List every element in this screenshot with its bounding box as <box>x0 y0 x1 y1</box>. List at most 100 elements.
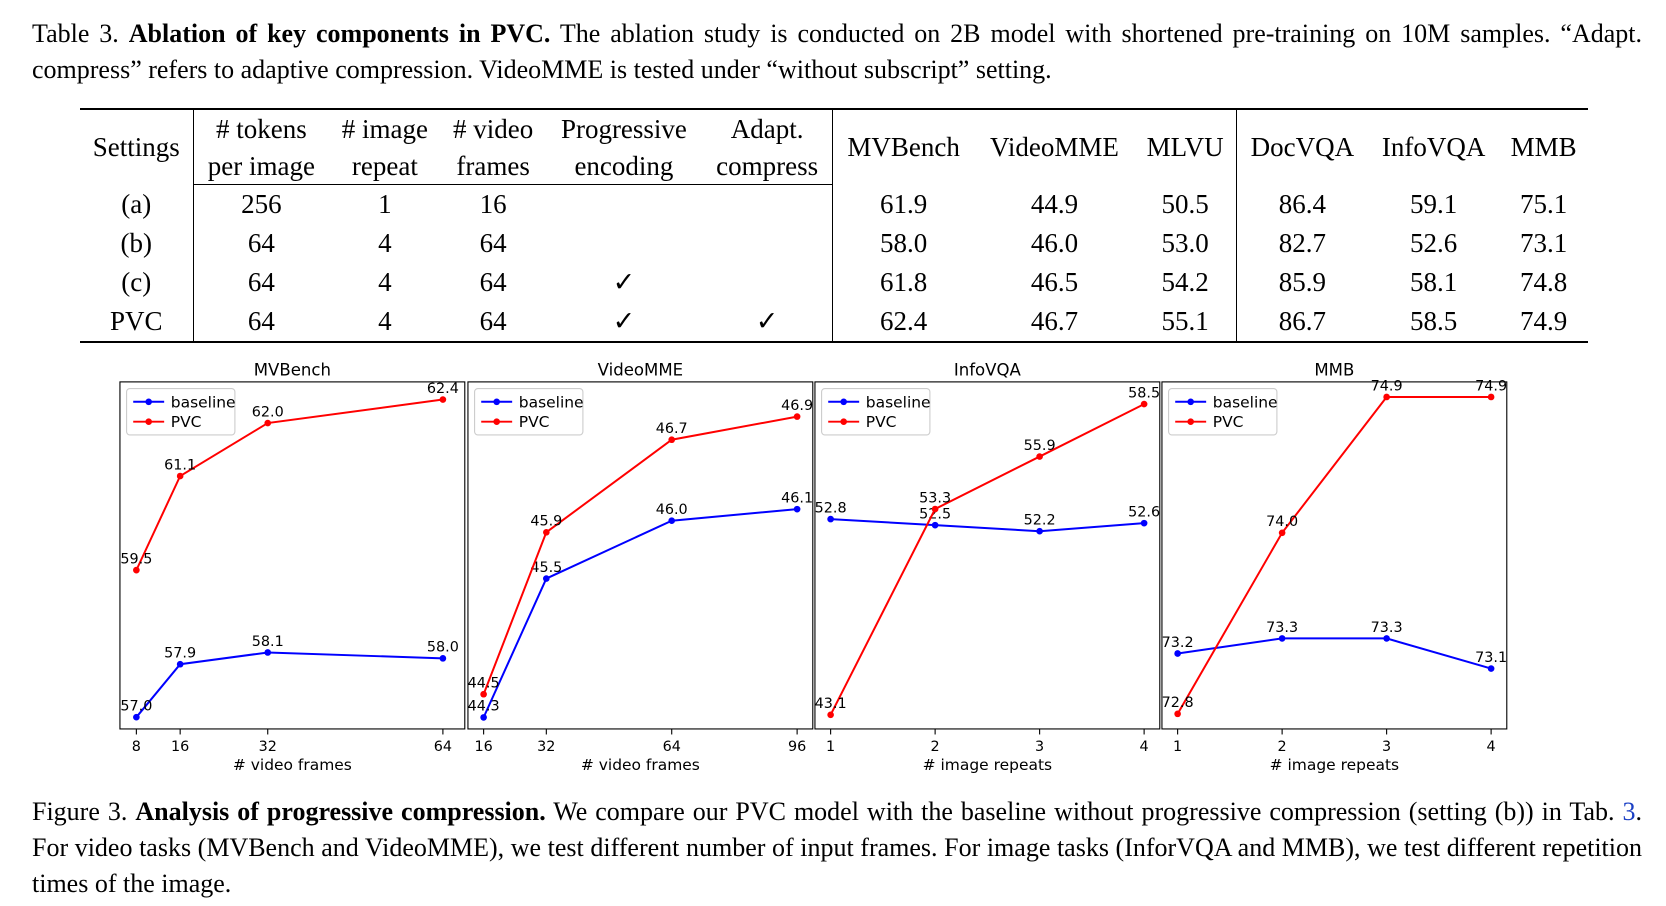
data-label: 45.9 <box>530 514 562 530</box>
cell-mmb: 74.8 <box>1520 267 1568 297</box>
data-label: 46.7 <box>656 421 688 437</box>
data-label: 73.2 <box>1162 635 1194 651</box>
cell-infovqa: 52.6 <box>1410 228 1458 258</box>
data-label: 44.3 <box>468 699 500 715</box>
data-label: 57.9 <box>164 646 196 662</box>
chart-title: InfoVQA <box>954 360 1022 379</box>
cell-mmb: 75.1 <box>1520 188 1568 219</box>
cell-mmb: 74.9 <box>1499 302 1588 343</box>
header-settings: Settings <box>80 108 194 185</box>
cell-progressive: ✓ <box>612 267 636 297</box>
cell-infovqa: 58.5 <box>1368 302 1500 343</box>
cell-mvbench: 62.4 <box>831 302 975 343</box>
table-row: PVC 64 4 64 ✓ ✓ 62.4 46.7 55.1 86.7 58.5… <box>80 302 1588 343</box>
header-docvqa: DocVQA <box>1235 108 1369 185</box>
legend-label-baseline: baseline <box>1213 393 1278 411</box>
x-tick-label: 16 <box>474 739 492 755</box>
legend-label-pvc: PVC <box>519 413 550 431</box>
data-label: 73.3 <box>1371 620 1403 636</box>
cell-docvqa: 86.7 <box>1235 302 1369 343</box>
chart-mvbench: MVBench 8 16 32 64 # video frames 57.0 57.9 58.1… <box>119 360 466 774</box>
data-point-pvc <box>1278 529 1286 537</box>
data-label: 62.4 <box>427 381 459 397</box>
data-label: 62.0 <box>252 404 284 420</box>
data-point-pvc <box>264 419 272 427</box>
legend-marker-pvc <box>1187 418 1194 425</box>
cell-setting: (a) <box>121 188 152 219</box>
header-mmb: MMB <box>1499 108 1588 185</box>
chart-title: MVBench <box>254 360 331 379</box>
data-label: 52.5 <box>919 507 951 523</box>
cell-repeat: 1 <box>378 189 392 219</box>
x-tick-label: 64 <box>663 739 681 755</box>
legend-box <box>126 387 236 436</box>
x-tick-label: 8 <box>132 739 141 755</box>
data-label: 46.9 <box>781 398 813 414</box>
plot-frame <box>814 381 1161 730</box>
header-tokens-line1: # tokens <box>192 108 330 147</box>
cell-mlvu: 54.2 <box>1161 267 1209 297</box>
chart-infovqa: InfoVQA 1 2 3 4 # image repeats 52.8 52.5 52.2 52… <box>814 360 1161 774</box>
x-tick-label: 2 <box>1278 739 1287 755</box>
chart-legend: baseline PVC <box>474 387 584 436</box>
series-line-baseline <box>1177 637 1492 670</box>
cell-repeat: 4 <box>329 302 441 343</box>
data-label: 44.5 <box>468 676 500 692</box>
table-row: (c) 64 4 64 ✓ 61.8 46.5 54.2 85.9 58.1 7… <box>80 263 1588 302</box>
x-axis-label: # video frames <box>581 756 700 774</box>
cell-frames: 64 <box>440 302 546 343</box>
data-point-pvc <box>176 472 184 480</box>
header-tokens-line2: per image <box>192 147 330 185</box>
legend-label-pvc: PVC <box>1213 413 1244 431</box>
data-point-pvc <box>793 413 801 420</box>
x-tick-label: 64 <box>434 739 452 755</box>
x-axis-label: # video frames <box>233 756 352 774</box>
x-tick-label: 3 <box>1035 739 1044 755</box>
series-line-pvc <box>135 398 444 571</box>
table-row: (a) 256 1 16 61.9 44.9 50.5 86.4 59.1 75… <box>80 184 1588 225</box>
figure-charts: MVBench 8 16 32 64 # video frames 57.0 57.9 58.1… <box>0 360 1666 782</box>
cell-videomme: 46.5 <box>1030 267 1079 297</box>
legend-marker-baseline <box>145 398 152 406</box>
chart-title: MMB <box>1314 360 1354 379</box>
data-label: 52.2 <box>1024 513 1056 529</box>
cell-mlvu: 50.5 <box>1161 188 1209 219</box>
cell-mlvu: 55.1 <box>1134 302 1237 343</box>
data-label: 46.0 <box>656 502 688 518</box>
cell-infovqa: 58.1 <box>1410 267 1458 297</box>
table-reference-link[interactable]: 3 <box>1622 797 1636 826</box>
data-label: 59.5 <box>120 551 152 567</box>
data-label: 74.0 <box>1266 514 1298 530</box>
data-point-pvc <box>133 566 140 574</box>
header-repeat-line1: # image <box>329 108 441 147</box>
legend-label-pvc: PVC <box>866 413 897 431</box>
data-point-baseline <box>931 521 939 529</box>
data-label: 74.9 <box>1371 378 1403 394</box>
cell-setting: (b) <box>120 228 153 258</box>
cell-mmb: 73.1 <box>1520 228 1568 258</box>
data-label: 73.1 <box>1475 650 1507 666</box>
cell-setting: PVC <box>80 302 194 343</box>
x-tick-label: 4 <box>1487 739 1496 755</box>
plot-frame <box>467 381 814 730</box>
cell-progressive <box>546 185 703 225</box>
data-label: 74.9 <box>1475 378 1507 394</box>
data-point-baseline <box>1036 527 1043 535</box>
legend-box <box>474 387 584 436</box>
figure-caption: Figure 3. Analysis of progressive compre… <box>32 794 1642 902</box>
legend-marker-baseline <box>840 398 847 406</box>
header-adapt-line2: compress <box>702 147 833 185</box>
figure-caption-text-2: . For video tasks (MVBench and VideoMME)… <box>32 797 1643 898</box>
data-label: 57.0 <box>120 699 152 715</box>
cell-tokens: 256 <box>192 184 330 224</box>
cell-docvqa: 82.7 <box>1235 224 1369 263</box>
table-caption-label: Table 3. <box>32 19 119 48</box>
header-frames-line1: # video <box>440 108 546 147</box>
legend-marker-baseline <box>1187 398 1194 406</box>
x-tick-label: 96 <box>788 739 806 755</box>
plot-frame <box>119 381 466 730</box>
data-point-baseline <box>1383 635 1390 642</box>
cell-frames: 64 <box>479 267 507 297</box>
cell-tokens: 64 <box>192 302 330 343</box>
data-label: 53.3 <box>919 490 951 506</box>
